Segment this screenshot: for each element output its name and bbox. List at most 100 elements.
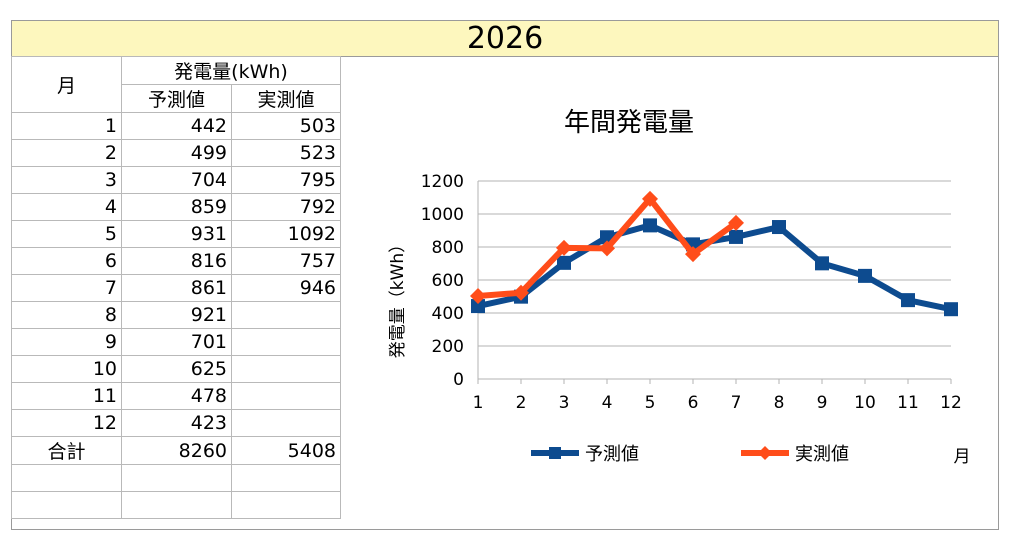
y-tick-label: 200 [432,337,464,357]
x-axis-label: 月 [954,447,971,467]
total-forecast-cell[interactable]: 8260 [121,436,232,465]
x-tick-label: 3 [559,393,570,413]
actual-cell[interactable] [231,382,341,410]
data-point [729,229,743,244]
table-row: 11 478 [11,382,341,410]
data-point [758,446,772,460]
forecast-cell[interactable]: 701 [121,328,232,356]
data-point [901,293,915,308]
forecast-cell[interactable]: 478 [121,382,232,410]
month-cell[interactable]: 6 [11,247,122,275]
month-cell[interactable]: 1 [11,112,122,140]
table-row: 10 625 [11,355,341,383]
month-cell[interactable]: 4 [11,193,122,221]
data-point [858,268,872,283]
x-tick-label: 1 [473,393,484,413]
table-row: 6 816 757 [11,247,341,275]
table-row: 4 859 792 [11,193,341,221]
actual-cell[interactable]: 795 [231,166,341,194]
table-row: 7 861 946 [11,274,341,302]
actual-cell[interactable]: 757 [231,247,341,275]
forecast-cell[interactable]: 931 [121,220,232,248]
month-cell[interactable]: 10 [11,355,122,383]
table-row: 8 921 [11,301,341,329]
x-tick-label: 6 [688,393,699,413]
forecast-cell[interactable]: 859 [121,193,232,221]
forecast-cell[interactable]: 442 [121,112,232,140]
forecast-cell[interactable]: 625 [121,355,232,383]
actual-cell[interactable]: 503 [231,112,341,140]
actual-cell[interactable] [231,328,341,356]
y-tick-label: 0 [453,370,464,390]
empty-cell[interactable] [231,464,341,492]
actual-cell[interactable] [231,301,341,329]
data-point [685,246,701,263]
x-tick-label: 12 [940,393,962,413]
forecast-cell[interactable]: 861 [121,274,232,302]
actual-cell[interactable]: 792 [231,193,341,221]
legend-label: 実測値 [795,444,849,465]
data-point [815,256,829,271]
actual-header[interactable]: 実測値 [231,84,341,113]
generation-header[interactable]: 発電量(kWh) [121,56,341,85]
actual-cell[interactable] [231,409,341,437]
month-cell[interactable]: 8 [11,301,122,329]
empty-cell[interactable] [231,491,341,519]
table-row: 5 931 1092 [11,220,341,248]
data-point [471,299,485,314]
empty-row [11,491,341,519]
x-tick-label: 8 [774,393,785,413]
actual-cell[interactable]: 946 [231,274,341,302]
forecast-cell[interactable]: 921 [121,301,232,329]
empty-cell[interactable] [11,464,122,492]
chart-title: 年間発電量 [564,108,694,138]
forecast-header[interactable]: 予測値 [121,84,232,113]
y-tick-label: 1200 [421,172,464,192]
actual-cell[interactable]: 1092 [231,220,341,248]
y-tick-label: 1000 [421,205,464,225]
data-point [642,190,658,207]
month-cell[interactable]: 5 [11,220,122,248]
empty-cell[interactable] [11,491,122,519]
month-header[interactable]: 月 [11,56,122,113]
x-tick-label: 2 [516,393,527,413]
data-point [599,240,615,257]
month-cell[interactable]: 3 [11,166,122,194]
actual-cell[interactable] [231,355,341,383]
empty-cell[interactable] [121,464,232,492]
total-label[interactable]: 合計 [11,436,122,465]
x-tick-label: 9 [817,393,828,413]
actual-cell[interactable]: 523 [231,139,341,167]
y-tick-label: 600 [432,271,464,291]
y-tick-label: 400 [432,304,464,324]
y-tick-label: 800 [432,238,464,258]
forecast-cell[interactable]: 499 [121,139,232,167]
table-row: 3 704 795 [11,166,341,194]
total-row: 合計 8260 5408 [11,436,341,465]
table-row: 9 701 [11,328,341,356]
forecast-cell[interactable]: 423 [121,409,232,437]
empty-cell[interactable] [121,491,232,519]
data-point [556,239,572,256]
month-cell[interactable]: 2 [11,139,122,167]
month-cell[interactable]: 11 [11,382,122,410]
year-banner: 2026 [11,20,999,57]
data-point [557,255,571,270]
empty-row [11,464,341,492]
table-row: 1 442 503 [11,112,341,140]
month-cell[interactable]: 12 [11,409,122,437]
x-tick-label: 5 [645,393,656,413]
table-row: 2 499 523 [11,139,341,167]
x-tick-label: 7 [731,393,742,413]
data-point [728,214,744,231]
forecast-cell[interactable]: 704 [121,166,232,194]
x-tick-label: 11 [897,393,919,413]
x-tick-label: 10 [854,393,876,413]
data-point [643,218,657,233]
table-row: 12 423 [11,409,341,437]
forecast-cell[interactable]: 816 [121,247,232,275]
total-actual-cell[interactable]: 5408 [231,436,341,465]
month-cell[interactable]: 7 [11,274,122,302]
month-cell[interactable]: 9 [11,328,122,356]
